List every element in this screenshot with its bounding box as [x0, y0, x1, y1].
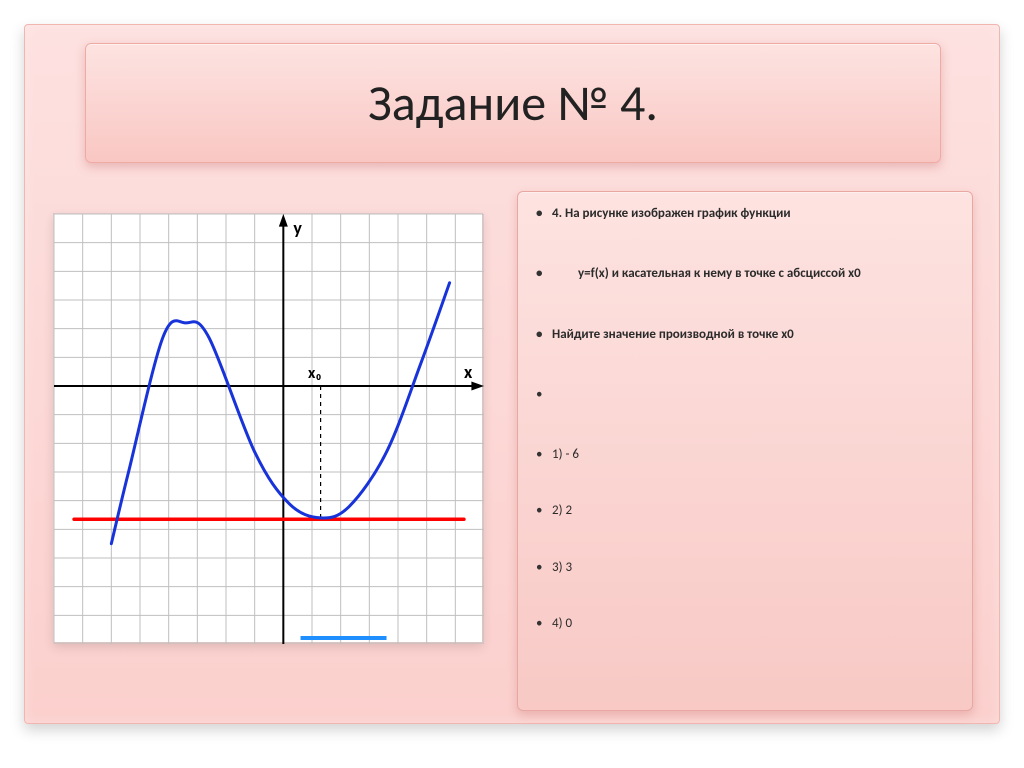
- title-box: Задание № 4.: [85, 43, 941, 163]
- slide-title: Задание № 4.: [368, 73, 658, 134]
- bullet-item: 2) 2: [552, 503, 952, 519]
- question-panel: 4. На рисунке изображен график функции y=…: [517, 191, 973, 711]
- chart-panel: y x x₀: [53, 213, 483, 643]
- svg-text:x₀: x₀: [308, 364, 322, 383]
- slide-frame: Задание № 4. y x x₀ 4. На рисунке изображе…: [24, 24, 1000, 724]
- function-chart: y x x₀: [54, 214, 484, 644]
- svg-text:x: x: [464, 361, 473, 383]
- bullet-item: 4. На рисунке изображен график функции: [552, 206, 952, 222]
- bullet-item: Найдите значение производной в точке x0: [552, 327, 952, 343]
- bullet-item: y=f(x) и касательная к нему в точке с аб…: [552, 266, 952, 282]
- grid: [54, 214, 484, 644]
- bullet-item: [552, 387, 952, 403]
- bullet-item: 1) - 6: [552, 447, 952, 463]
- bullet-item: 3) 3: [552, 560, 952, 576]
- svg-text:y: y: [293, 217, 302, 239]
- question-bullet-list: 4. На рисунке изображен график функции y=…: [552, 206, 952, 632]
- bullet-item: 4) 0: [552, 616, 952, 632]
